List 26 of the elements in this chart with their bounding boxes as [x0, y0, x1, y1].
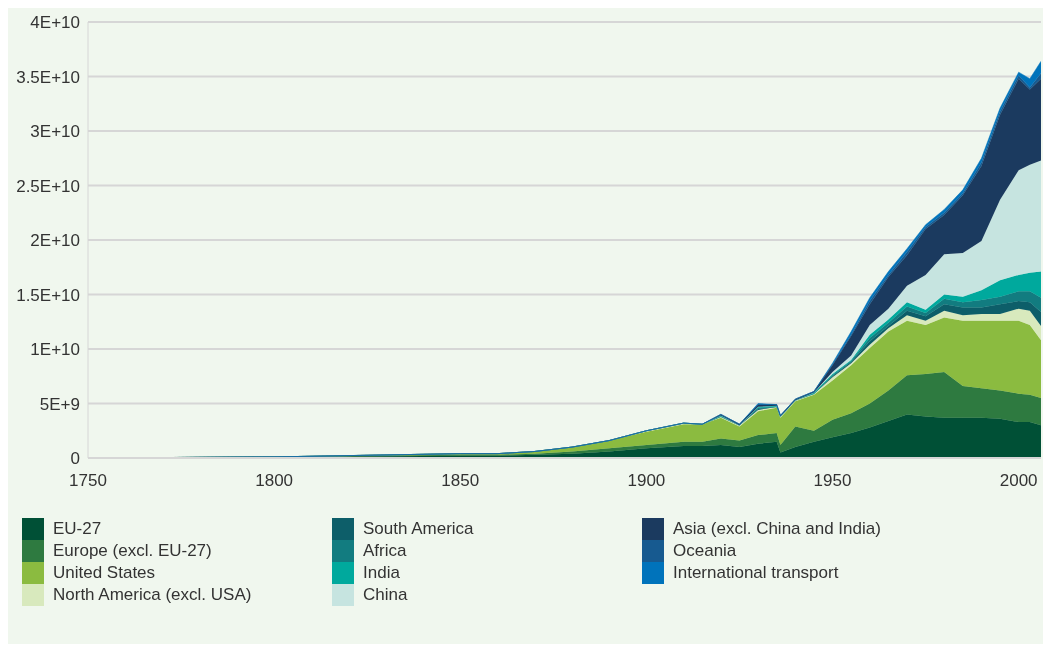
- y-tick-label: 2E+10: [30, 231, 80, 251]
- legend-label: Oceania: [673, 541, 737, 561]
- y-tick-label: 4E+10: [30, 13, 80, 33]
- x-tick-label: 2000: [999, 471, 1038, 491]
- legend-label: South America: [363, 519, 474, 539]
- legend-label: North America (excl. USA): [53, 585, 252, 605]
- legend-label: Asia (excl. China and India): [673, 519, 881, 539]
- y-tick-label: 3.5E+10: [16, 67, 80, 87]
- x-tick-label: 1750: [69, 471, 107, 491]
- legend-label: EU-27: [53, 519, 102, 539]
- y-tick-label: 0: [70, 449, 80, 469]
- x-tick-label: 1900: [627, 471, 666, 491]
- legend-label: United States: [53, 563, 156, 583]
- legend-label: Europe (excl. EU-27): [53, 541, 212, 561]
- y-tick-label: 3E+10: [30, 122, 80, 142]
- y-tick-label: 5E+9: [39, 394, 80, 414]
- y-tick-label: 1.5E+10: [16, 285, 80, 305]
- legend-label: India: [363, 563, 400, 583]
- legend-label: China: [363, 585, 408, 605]
- x-tick-label: 1950: [813, 471, 852, 491]
- legend-label: Africa: [363, 541, 407, 561]
- legend-label: International transport: [673, 563, 839, 583]
- y-tick-label: 1E+10: [30, 340, 80, 360]
- y-tick-label: 2.5E+10: [16, 176, 80, 196]
- x-tick-label: 1800: [255, 471, 294, 491]
- x-tick-label: 1850: [441, 471, 480, 491]
